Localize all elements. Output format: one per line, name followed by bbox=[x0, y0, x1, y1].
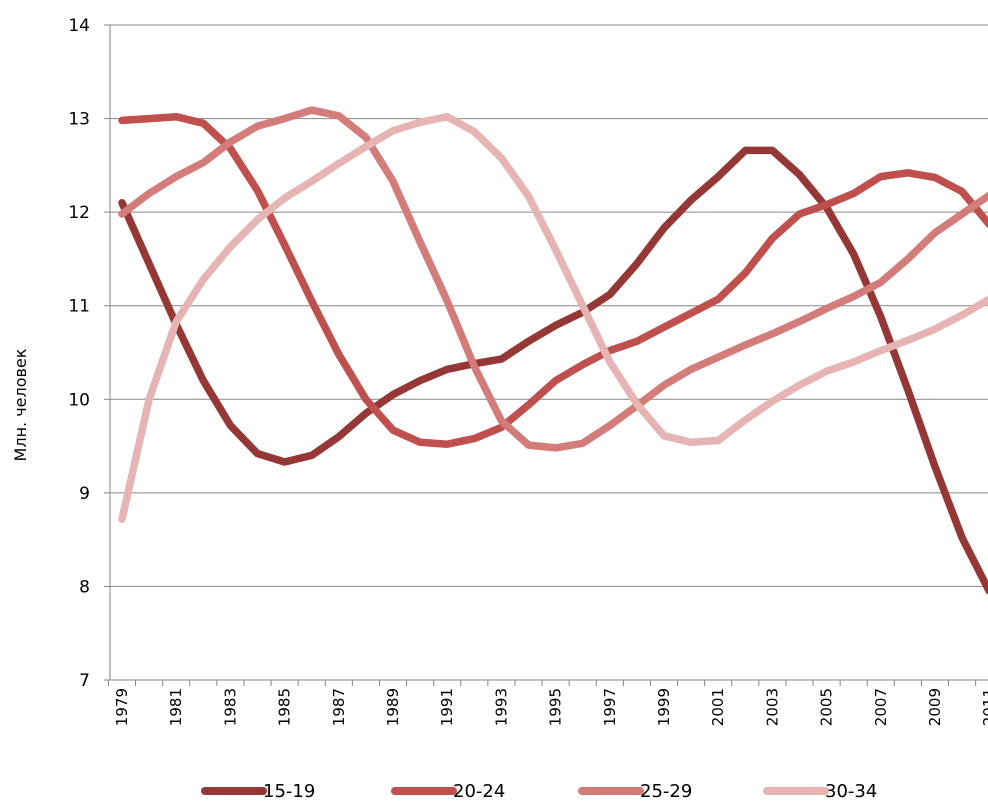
x-tick-label: 2005 bbox=[818, 688, 836, 726]
x-tick-label: 2007 bbox=[872, 688, 890, 726]
series-line-15-19 bbox=[118, 146, 988, 595]
x-tick-label: 1997 bbox=[601, 688, 619, 726]
x-tick-label: 1983 bbox=[221, 688, 239, 726]
x-axis-tick-labels: 1979 1981 1983 1985 1987 1989 1991 1993 1995 1997… bbox=[113, 688, 988, 726]
y-axis-tick-labels: 7 8 9 10 11 12 13 14 bbox=[68, 16, 90, 691]
legend-label-15-19: 15-19 bbox=[263, 781, 315, 802]
x-axis-ticks bbox=[107, 680, 977, 686]
x-tick-label: 1995 bbox=[547, 688, 565, 726]
y-axis-label: Млн. человек bbox=[11, 348, 30, 461]
y-tick-label: 11 bbox=[68, 297, 90, 317]
x-tick-label: 1981 bbox=[167, 688, 185, 726]
x-tick-label: 1979 bbox=[113, 688, 131, 726]
y-tick-label: 7 bbox=[79, 671, 90, 691]
y-tick-label: 8 bbox=[79, 577, 90, 597]
x-tick-label: 1993 bbox=[492, 688, 510, 726]
x-tick-label: 2011 bbox=[980, 688, 988, 726]
x-tick-label: 1989 bbox=[384, 688, 402, 726]
y-tick-label: 14 bbox=[68, 16, 90, 36]
legend-label-30-34: 30-34 bbox=[825, 781, 877, 802]
series-lines bbox=[118, 106, 988, 595]
x-tick-label: 2001 bbox=[709, 688, 727, 726]
x-tick-label: 1999 bbox=[655, 688, 673, 726]
x-tick-label: 2009 bbox=[926, 688, 944, 726]
y-tick-label: 10 bbox=[68, 390, 90, 410]
legend-label-25-29: 25-29 bbox=[640, 781, 692, 802]
x-tick-label: 1987 bbox=[330, 688, 348, 726]
y-tick-label: 13 bbox=[68, 110, 90, 130]
series-line-25-29 bbox=[118, 106, 988, 452]
legend: 15-19 20-24 25-29 30-34 bbox=[201, 781, 877, 802]
legend-label-20-24: 20-24 bbox=[453, 781, 505, 802]
series-line-20-24 bbox=[118, 112, 988, 448]
gridlines bbox=[104, 24, 988, 681]
x-tick-label: 1991 bbox=[438, 688, 456, 726]
y-tick-label: 12 bbox=[68, 203, 90, 223]
y-tick-label: 9 bbox=[79, 484, 90, 504]
series-line-30-34 bbox=[118, 112, 988, 523]
x-tick-label: 2003 bbox=[763, 688, 781, 726]
x-tick-label: 1985 bbox=[276, 688, 294, 726]
